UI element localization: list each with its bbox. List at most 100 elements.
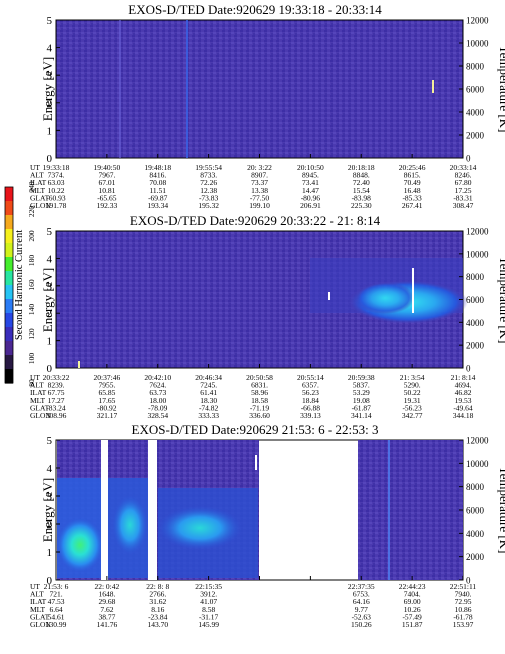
orbit-value: 7.62 <box>100 605 113 614</box>
orbit-value: 58.96 <box>251 388 268 397</box>
orbit-value: 67.01 <box>98 178 115 187</box>
orbit-value: 54.61 <box>48 612 65 621</box>
orbit-value: 47.53 <box>48 597 65 606</box>
orbit-value: -56.23 <box>402 403 422 412</box>
orbit-row-label: ILAT <box>30 178 47 187</box>
y-tick-label-right: 2000 <box>466 552 485 562</box>
orbit-value: 10.26 <box>404 605 421 614</box>
orbit-value: 20:18:18 <box>348 163 375 172</box>
orbit-value: 72.26 <box>200 178 217 187</box>
orbit-value: 7967. <box>98 171 115 180</box>
orbit-row-label: GLON <box>30 620 51 629</box>
orbit-value: 20:50:58 <box>246 373 273 382</box>
orbit-value: 56.23 <box>302 388 319 397</box>
orbit-value: 7374. <box>48 171 65 180</box>
orbit-value: 1648. <box>98 590 115 599</box>
y-tick-label-right: 2000 <box>466 131 485 141</box>
y-tick-label-right: 6000 <box>466 295 485 305</box>
orbit-value: 6.64 <box>49 605 62 614</box>
orbit-value: 31.62 <box>149 597 166 606</box>
orbit-value: 72.95 <box>455 597 472 606</box>
orbit-value: 8733. <box>200 171 217 180</box>
orbit-value: -78.09 <box>148 403 168 412</box>
orbit-value: 64.16 <box>353 597 370 606</box>
orbit-value: 67.75 <box>48 388 65 397</box>
colorbar-tick-label: 100 <box>27 353 36 365</box>
orbit-value: 143.70 <box>147 620 168 629</box>
y-tick-label-right: 10000 <box>466 39 489 49</box>
orbit-value: 20: 3:22 <box>247 163 272 172</box>
orbit-value: 145.99 <box>198 620 219 629</box>
panel-3-warm-blob <box>112 495 148 555</box>
orbit-value: 73.41 <box>302 178 319 187</box>
orbit-value: 19:48:18 <box>144 163 171 172</box>
orbit-value: 46.82 <box>455 388 472 397</box>
panel-3-title: EXOS-D/TED Date:920629 21:53: 6 - 22:53:… <box>132 422 379 437</box>
orbit-value: 195.32 <box>198 201 219 210</box>
y-tick-label-left: 3 <box>47 281 53 293</box>
orbit-row-label: ALT <box>30 381 44 390</box>
orbit-value: 342.77 <box>402 411 423 420</box>
panel-3-data-segment <box>358 440 463 580</box>
orbit-value: 29.68 <box>98 597 115 606</box>
orbit-row-label: GLON <box>30 201 51 210</box>
orbit-value: 8239. <box>48 381 65 390</box>
orbit-row-label: MLT <box>30 605 46 614</box>
panel-3-data-gap <box>148 440 157 580</box>
orbit-value: 267.41 <box>402 201 423 210</box>
orbit-value: -85.33 <box>402 193 422 202</box>
orbit-row-label: UT <box>30 582 40 591</box>
orbit-value: 22:51:11 <box>450 582 477 591</box>
colorbar-cell <box>5 299 13 314</box>
panel-2-y-label-left: Energy [eV] <box>40 268 55 332</box>
orbit-value: 19.31 <box>404 396 421 405</box>
orbit-value: 7955. <box>98 381 115 390</box>
orbit-row-label: ILAT <box>30 388 47 397</box>
orbit-value: 191.78 <box>46 201 67 210</box>
y-tick-label-right: 4000 <box>466 318 485 328</box>
orbit-value: 16.48 <box>404 186 421 195</box>
orbit-row-label: ALT <box>30 171 44 180</box>
orbit-value: -80.92 <box>97 403 117 412</box>
orbit-row-label: ILAT <box>30 597 47 606</box>
orbit-value: -52.63 <box>352 612 372 621</box>
orbit-value: 21:53: 6 <box>44 582 69 591</box>
colorbar-cell <box>5 243 13 258</box>
y-tick-label-right: 0 <box>466 154 471 164</box>
colorbar-cell <box>5 313 13 328</box>
y-tick-label-left: 4 <box>47 253 53 265</box>
orbit-value: -60.93 <box>46 193 66 202</box>
orbit-value: -83.24 <box>46 403 66 412</box>
orbit-row-label: MLT <box>30 186 46 195</box>
orbit-value: -65.65 <box>97 193 117 202</box>
orbit-value: 21: 8:14 <box>451 373 476 382</box>
orbit-value: 225.30 <box>351 201 372 210</box>
colorbar-cell <box>5 285 13 300</box>
orbit-value: 5290. <box>404 381 421 390</box>
panel-1-title: EXOS-D/TED Date:920629 19:33:18 - 20:33:… <box>128 2 382 17</box>
orbit-value: 10.86 <box>455 605 472 614</box>
orbit-value: 53.29 <box>353 388 370 397</box>
orbit-value: 72.40 <box>353 178 370 187</box>
orbit-value: 9.77 <box>355 605 368 614</box>
colorbar: 80 100 120 140 160 180 200 220 240 Second Harmon… <box>4 181 36 387</box>
panel-3-hot-blob <box>56 517 104 573</box>
orbit-value: 19.53 <box>455 396 472 405</box>
colorbar-tick-label: 220 <box>27 206 36 218</box>
orbit-value: 2766. <box>149 590 166 599</box>
panel-2-title: EXOS-D/TED Date:920629 20:33:22 - 21: 8:… <box>130 213 381 228</box>
y-tick-label-right: 8000 <box>466 272 485 282</box>
colorbar-cell <box>5 369 13 384</box>
y-tick-label-left: 4 <box>47 463 53 475</box>
orbit-value: 20:33:14 <box>450 163 477 172</box>
orbit-value: 63.73 <box>149 388 166 397</box>
orbit-value: 199.10 <box>249 201 270 210</box>
orbit-value: 50.22 <box>404 388 421 397</box>
y-tick-label-left: 1 <box>47 125 53 137</box>
orbit-value: -57.49 <box>402 612 422 621</box>
orbit-value: -31.17 <box>199 612 219 621</box>
orbit-value: 19:33:18 <box>43 163 70 172</box>
y-tick-label-right: 8000 <box>466 482 485 492</box>
orbit-value: 15.54 <box>353 186 370 195</box>
panel-1-y-label-right: Temperature [K] <box>497 46 505 133</box>
